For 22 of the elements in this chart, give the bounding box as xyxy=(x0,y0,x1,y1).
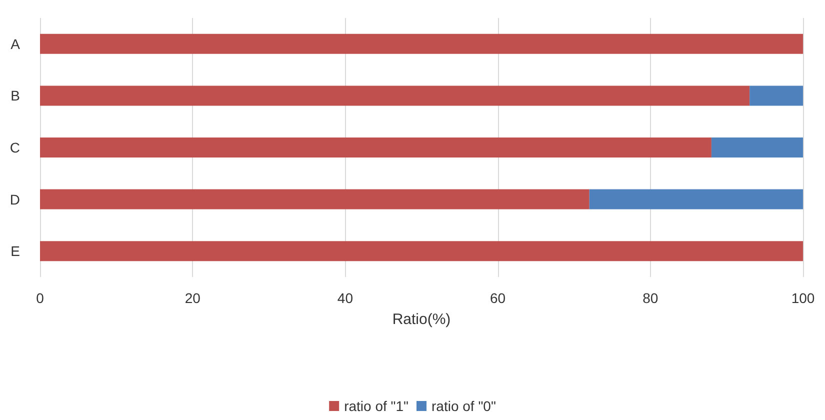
legend-label: ratio of "0" xyxy=(432,398,496,414)
x-tick-label: 100 xyxy=(791,290,815,306)
y-tick-label: B xyxy=(10,88,20,104)
x-tick-label: 60 xyxy=(490,290,506,306)
bar xyxy=(40,34,803,54)
x-tick-label: 80 xyxy=(642,290,658,306)
legend-label: ratio of "1" xyxy=(344,398,409,414)
x-axis-title: Ratio(%) xyxy=(392,311,451,328)
bar xyxy=(711,138,803,158)
x-tick-label: 0 xyxy=(36,290,44,306)
bar xyxy=(40,138,712,158)
x-tick-label: 40 xyxy=(337,290,354,306)
bar xyxy=(750,86,803,106)
y-tick-label: C xyxy=(10,140,20,156)
bar xyxy=(40,189,590,210)
bar xyxy=(40,241,803,262)
x-tick-label: 20 xyxy=(184,290,201,306)
bar xyxy=(589,189,803,210)
y-tick-label: A xyxy=(10,36,21,52)
y-tick-label: D xyxy=(10,191,20,208)
y-tick-label: E xyxy=(10,243,20,260)
bar xyxy=(40,86,750,106)
